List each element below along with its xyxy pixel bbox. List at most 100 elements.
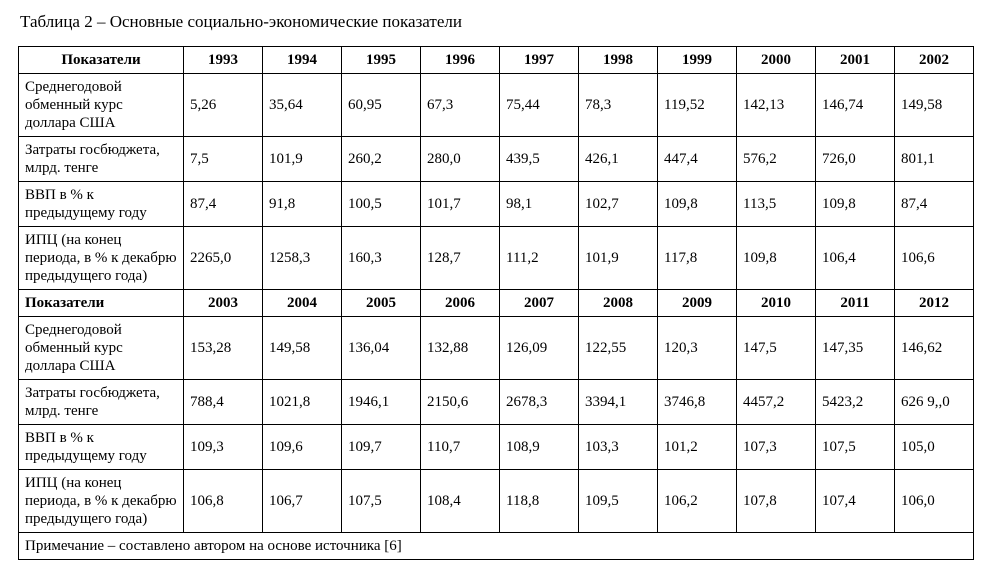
table-row: Среднегодовой обменный курс доллара США … — [19, 74, 974, 137]
row-label: Затраты госбюджета, млрд. тенге — [19, 380, 184, 425]
cell: 160,3 — [342, 227, 421, 290]
cell: 106,2 — [658, 470, 737, 533]
cell: 147,5 — [737, 317, 816, 380]
cell: 1946,1 — [342, 380, 421, 425]
cell: 100,5 — [342, 182, 421, 227]
header-year: 1995 — [342, 47, 421, 74]
cell: 149,58 — [263, 317, 342, 380]
header-year: 1999 — [658, 47, 737, 74]
cell: 113,5 — [737, 182, 816, 227]
cell: 5423,2 — [816, 380, 895, 425]
cell: 107,5 — [816, 425, 895, 470]
cell: 107,8 — [737, 470, 816, 533]
cell: 447,4 — [658, 137, 737, 182]
cell: 108,9 — [500, 425, 579, 470]
table-row: Среднегодовой обменный курс доллара США … — [19, 317, 974, 380]
cell: 426,1 — [579, 137, 658, 182]
indicators-table: Показатели 1993 1994 1995 1996 1997 1998… — [18, 46, 974, 560]
cell: 120,3 — [658, 317, 737, 380]
cell: 801,1 — [895, 137, 974, 182]
header-year: 2004 — [263, 290, 342, 317]
cell: 4457,2 — [737, 380, 816, 425]
cell: 3394,1 — [579, 380, 658, 425]
header-year: 2009 — [658, 290, 737, 317]
header-row-2: Показатели 2003 2004 2005 2006 2007 2008… — [19, 290, 974, 317]
header-year: 2006 — [421, 290, 500, 317]
cell: 106,4 — [816, 227, 895, 290]
cell: 576,2 — [737, 137, 816, 182]
note-row: Примечание – составлено автором на основ… — [19, 533, 974, 560]
cell: 260,2 — [342, 137, 421, 182]
cell: 128,7 — [421, 227, 500, 290]
row-label: Среднегодовой обменный курс доллара США — [19, 74, 184, 137]
header-year: 1994 — [263, 47, 342, 74]
cell: 101,7 — [421, 182, 500, 227]
cell: 107,4 — [816, 470, 895, 533]
cell: 78,3 — [579, 74, 658, 137]
cell: 126,09 — [500, 317, 579, 380]
table-row: Затраты госбюджета, млрд. тенге 788,4 10… — [19, 380, 974, 425]
header-row-1: Показатели 1993 1994 1995 1996 1997 1998… — [19, 47, 974, 74]
cell: 3746,8 — [658, 380, 737, 425]
row-label: Среднегодовой обменный курс доллара США — [19, 317, 184, 380]
cell: 110,7 — [421, 425, 500, 470]
header-year: 2011 — [816, 290, 895, 317]
header-year: 2002 — [895, 47, 974, 74]
cell: 105,0 — [895, 425, 974, 470]
cell: 109,8 — [737, 227, 816, 290]
cell: 122,55 — [579, 317, 658, 380]
cell: 7,5 — [184, 137, 263, 182]
cell: 98,1 — [500, 182, 579, 227]
cell: 146,62 — [895, 317, 974, 380]
cell: 102,7 — [579, 182, 658, 227]
row-label: Затраты госбюджета, млрд. тенге — [19, 137, 184, 182]
header-year: 2008 — [579, 290, 658, 317]
cell: 91,8 — [263, 182, 342, 227]
cell: 626 9,,0 — [895, 380, 974, 425]
cell: 439,5 — [500, 137, 579, 182]
table-note: Примечание – составлено автором на основ… — [19, 533, 974, 560]
cell: 117,8 — [658, 227, 737, 290]
cell: 1021,8 — [263, 380, 342, 425]
cell: 101,9 — [579, 227, 658, 290]
table-row: ИПЦ (на конец периода, в % к декабрю пре… — [19, 227, 974, 290]
header-year: 1997 — [500, 47, 579, 74]
cell: 147,35 — [816, 317, 895, 380]
cell: 149,58 — [895, 74, 974, 137]
cell: 103,3 — [579, 425, 658, 470]
cell: 87,4 — [184, 182, 263, 227]
header-year: 2012 — [895, 290, 974, 317]
cell: 109,8 — [816, 182, 895, 227]
cell: 35,64 — [263, 74, 342, 137]
cell: 106,0 — [895, 470, 974, 533]
cell: 726,0 — [816, 137, 895, 182]
row-label: ВВП в % к предыдущему году — [19, 425, 184, 470]
table-row: ИПЦ (на конец периода, в % к декабрю пре… — [19, 470, 974, 533]
cell: 132,88 — [421, 317, 500, 380]
table-caption: Таблица 2 – Основные социально-экономиче… — [20, 12, 971, 32]
header-year: 2010 — [737, 290, 816, 317]
row-label: ВВП в % к предыдущему году — [19, 182, 184, 227]
cell: 101,9 — [263, 137, 342, 182]
header-year: 2007 — [500, 290, 579, 317]
cell: 87,4 — [895, 182, 974, 227]
table-row: Затраты госбюджета, млрд. тенге 7,5 101,… — [19, 137, 974, 182]
table-row: ВВП в % к предыдущему году 109,3 109,6 1… — [19, 425, 974, 470]
cell: 101,2 — [658, 425, 737, 470]
cell: 67,3 — [421, 74, 500, 137]
cell: 142,13 — [737, 74, 816, 137]
cell: 109,6 — [263, 425, 342, 470]
cell: 111,2 — [500, 227, 579, 290]
header-year: 2003 — [184, 290, 263, 317]
header-year: 2001 — [816, 47, 895, 74]
cell: 118,8 — [500, 470, 579, 533]
row-label: ИПЦ (на конец периода, в % к декабрю пре… — [19, 227, 184, 290]
cell: 146,74 — [816, 74, 895, 137]
header-year: 2005 — [342, 290, 421, 317]
cell: 5,26 — [184, 74, 263, 137]
cell: 107,5 — [342, 470, 421, 533]
cell: 2678,3 — [500, 380, 579, 425]
cell: 107,3 — [737, 425, 816, 470]
cell: 153,28 — [184, 317, 263, 380]
table-row: ВВП в % к предыдущему году 87,4 91,8 100… — [19, 182, 974, 227]
